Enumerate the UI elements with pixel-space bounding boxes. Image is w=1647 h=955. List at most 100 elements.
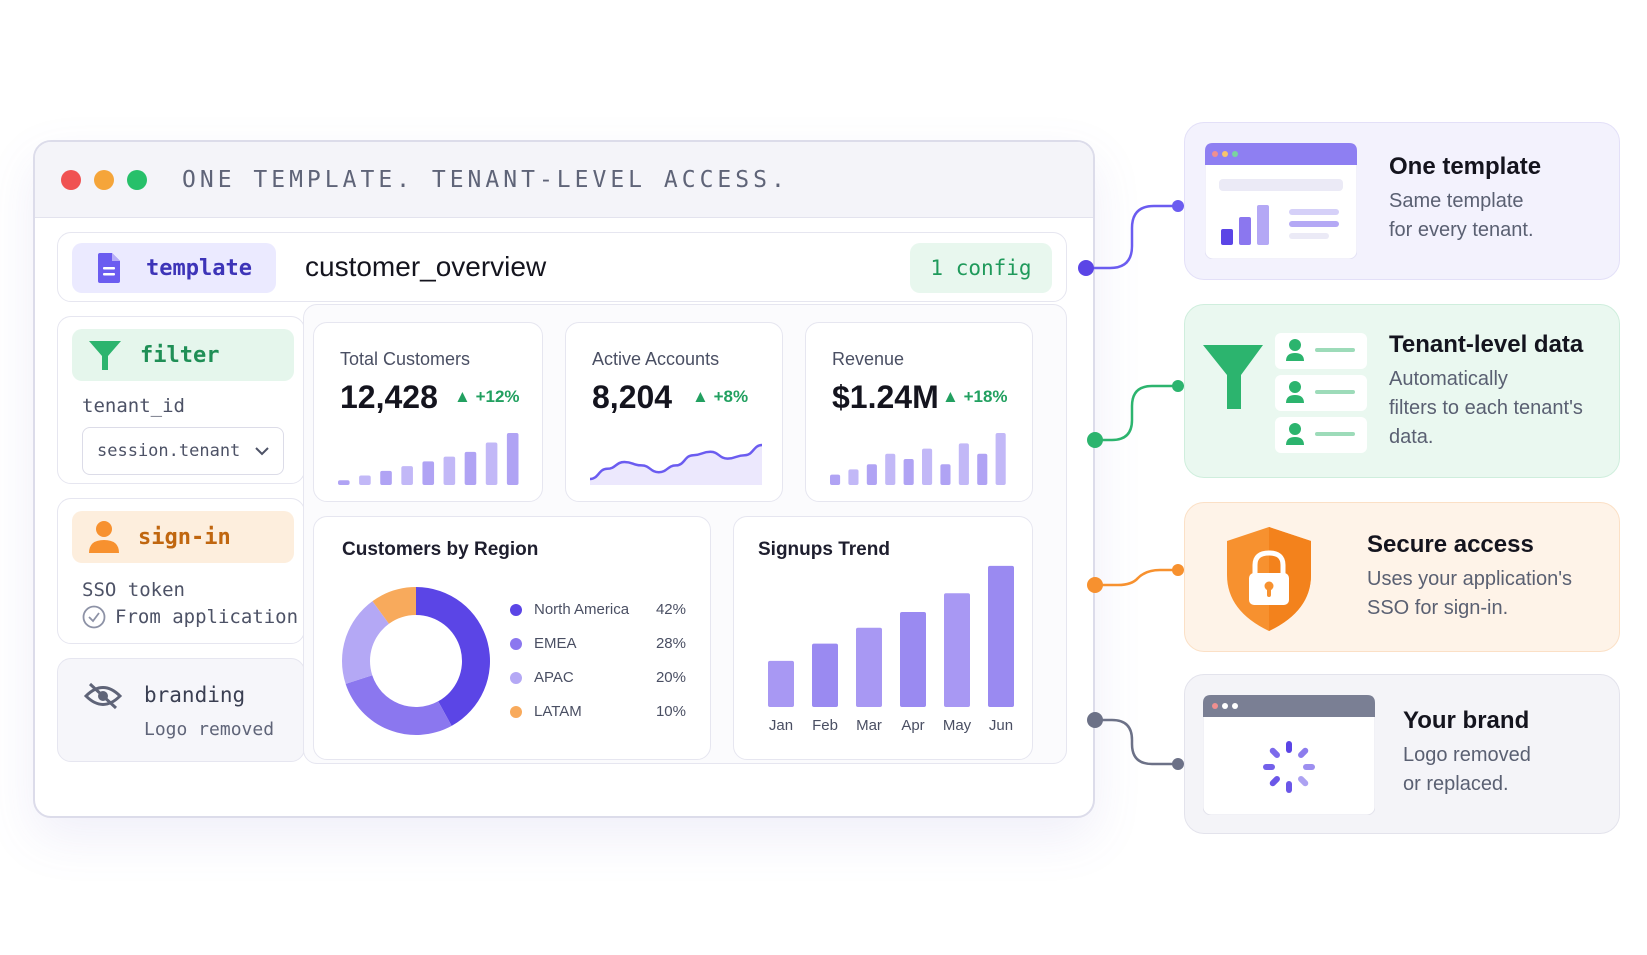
minimize-window-button[interactable]: [94, 169, 114, 190]
spark-bar: [830, 474, 841, 485]
metric-value: $1.24M: [832, 379, 939, 415]
region-panel: Customers by Region North America 42% EM…: [313, 516, 711, 760]
metric-card-total-customers: Total Customers 12,428 ▲ +12%: [313, 322, 543, 502]
config-badge[interactable]: 1 config: [910, 243, 1052, 293]
spark-area: [590, 445, 762, 485]
signin-chip[interactable]: sign-in: [72, 511, 294, 563]
document-icon: [98, 253, 120, 283]
connector-dot: [1172, 200, 1184, 212]
connector-dot: [1172, 758, 1184, 770]
sso-source-label: From application: [115, 606, 299, 628]
dashboard-window: ONE TEMPLATE. TENANT-LEVEL ACCESS. templ…: [33, 140, 1095, 818]
signups-tick-label: May: [942, 717, 972, 734]
signups-bar-jun: [988, 565, 1014, 707]
legend-item-emea: EMEA 28%: [510, 635, 686, 652]
region-panel-title: Customers by Region: [342, 539, 539, 560]
legend-label: North America: [534, 601, 630, 618]
shield-lock-icon: [1227, 527, 1311, 631]
spark-bar: [922, 448, 933, 485]
metric-value: 12,428: [340, 379, 438, 415]
sso-token-label: SSO token: [82, 579, 185, 601]
tenant-select-value: session.tenant: [97, 441, 241, 461]
signups-tick-label: Jan: [768, 717, 794, 734]
legend-label: APAC: [534, 669, 574, 686]
signin-chip-label: sign-in: [138, 524, 231, 550]
window-title: ONE TEMPLATE. TENANT-LEVEL ACCESS.: [182, 166, 789, 193]
feature-desc-line: SSO for sign-in.: [1367, 597, 1509, 619]
spark-bar: [464, 451, 477, 485]
template-chip[interactable]: template: [72, 243, 276, 293]
legend-pct: 10%: [655, 703, 686, 720]
spark-bar: [866, 464, 877, 485]
tenant-select[interactable]: session.tenant: [82, 427, 284, 475]
maximize-window-button[interactable]: [127, 169, 147, 190]
legend-pct: 28%: [655, 635, 686, 652]
signups-tick-label: Apr: [901, 717, 925, 734]
spark-bar: [485, 442, 498, 485]
feature-desc-line: Same template: [1389, 190, 1524, 212]
connector-dot: [1172, 380, 1184, 392]
feature-card-one-template: One template Same template for every ten…: [1184, 122, 1620, 280]
signups-panel: Signups Trend Jan Feb Mar Apr May Jun: [733, 516, 1033, 760]
signups-tick-label: Jun: [988, 717, 1014, 734]
feature-title: Secure access: [1367, 531, 1534, 558]
connector-dot: [1172, 564, 1184, 576]
spark-bar: [977, 453, 988, 485]
signups-bar-chart: [768, 565, 1014, 707]
eye-off-icon: [84, 682, 122, 710]
feature-desc-line: or replaced.: [1403, 773, 1509, 795]
feature-desc-line: Automatically: [1389, 368, 1508, 390]
spark-bar: [338, 480, 350, 485]
signups-bar-feb: [812, 643, 838, 707]
legend-label: EMEA: [534, 635, 577, 652]
spark-bar: [940, 464, 951, 485]
filter-chip[interactable]: filter: [72, 329, 294, 381]
sparkline-active-accounts: [590, 443, 762, 485]
signups-bar-jan: [768, 660, 794, 707]
branding-note: Logo removed: [144, 719, 275, 740]
funnel-icon: [89, 341, 121, 370]
spark-bar: [506, 433, 519, 485]
legend-item-apac: APAC 20%: [510, 669, 686, 686]
feature-desc-line: Logo removed: [1403, 744, 1531, 766]
signin-card: sign-in SSO token From application: [57, 498, 305, 644]
legend-pct: 42%: [655, 601, 686, 618]
legend-dot: [510, 671, 522, 684]
sso-source-row: From application: [82, 605, 298, 629]
template-window-icon: [1205, 143, 1357, 259]
legend-pct: 20%: [655, 669, 686, 686]
metric-delta-value: +18%: [963, 387, 1008, 406]
signups-bar-apr: [900, 611, 926, 707]
template-name: customer_overview: [305, 251, 547, 282]
filter-chip-label: filter: [140, 342, 220, 368]
donut-slice-latam: [372, 587, 416, 624]
feature-card-tenant-level-data: Tenant-level data Automatically filters …: [1184, 304, 1620, 478]
legend-dot: [510, 603, 522, 616]
sparkline-total-customers: [338, 433, 519, 485]
spark-bar: [848, 469, 859, 485]
spark-bar: [359, 475, 371, 485]
feature-title: One template: [1389, 153, 1542, 180]
feature-desc-line: Uses your application's: [1367, 568, 1573, 590]
feature-card-secure-access: Secure access Uses your application's SS…: [1184, 502, 1620, 652]
metric-delta-value: +8%: [713, 387, 749, 406]
metric-card-active-accounts: Active Accounts 8,204 ▲ +8%: [565, 322, 783, 502]
close-window-button[interactable]: [61, 169, 81, 190]
branding-label: branding: [144, 683, 246, 707]
filter-card: filter tenant_id session.tenant: [57, 316, 305, 484]
connector-branding: [1095, 718, 1178, 766]
connector-signin: [1095, 568, 1178, 587]
legend-label: LATAM: [534, 703, 582, 720]
signups-tick-label: Mar: [856, 717, 882, 734]
metric-title: Active Accounts: [592, 349, 720, 369]
signups-panel-title: Signups Trend: [758, 539, 890, 560]
signups-bar-may: [944, 593, 970, 707]
signups-bar-mar: [856, 627, 882, 707]
metric-delta: ▲ +18%: [942, 387, 1008, 406]
region-donut-chart: [342, 587, 491, 735]
spark-bar: [995, 433, 1006, 485]
metric-value: 8,204: [592, 379, 673, 415]
feature-desc-line: data.: [1389, 426, 1434, 448]
donut-slice-north-america: [416, 587, 491, 726]
check-circle-icon: [82, 605, 106, 629]
